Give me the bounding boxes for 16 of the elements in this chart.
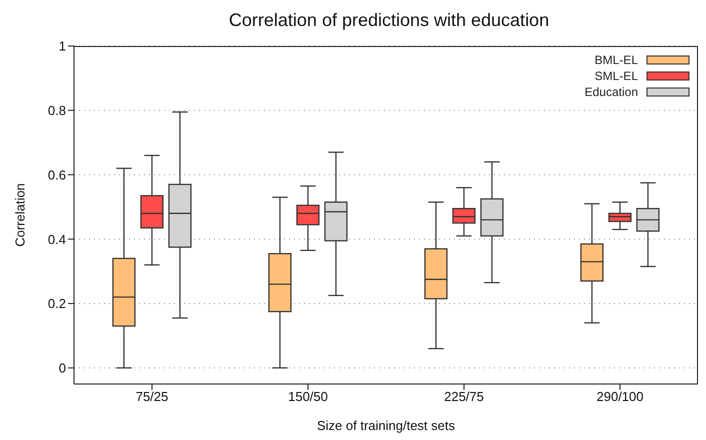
y-tick-label: 0.2: [48, 296, 66, 312]
x-tick-label: 75/25: [136, 389, 168, 404]
y-tick-label: 0.6: [48, 167, 66, 182]
y-axis-title: Correlation: [12, 183, 28, 247]
y-tick-label: 1: [58, 38, 66, 54]
y-tick-label: 0: [58, 360, 66, 376]
legend-label: SML-EL: [594, 69, 638, 83]
legend-label: Education: [584, 85, 638, 99]
y-tick-label: 0.4: [48, 232, 66, 247]
x-axis-title: Size of training/test sets: [316, 418, 456, 433]
legend-label: BML-EL: [594, 53, 638, 67]
x-tick-label: 290/100: [596, 389, 644, 404]
chart-title: Correlation of predictions with education: [228, 10, 550, 31]
x-tick-label: 150/50: [288, 389, 328, 404]
y-tick-label: 0.8: [48, 102, 66, 118]
x-tick-label: 225/75: [444, 389, 484, 404]
